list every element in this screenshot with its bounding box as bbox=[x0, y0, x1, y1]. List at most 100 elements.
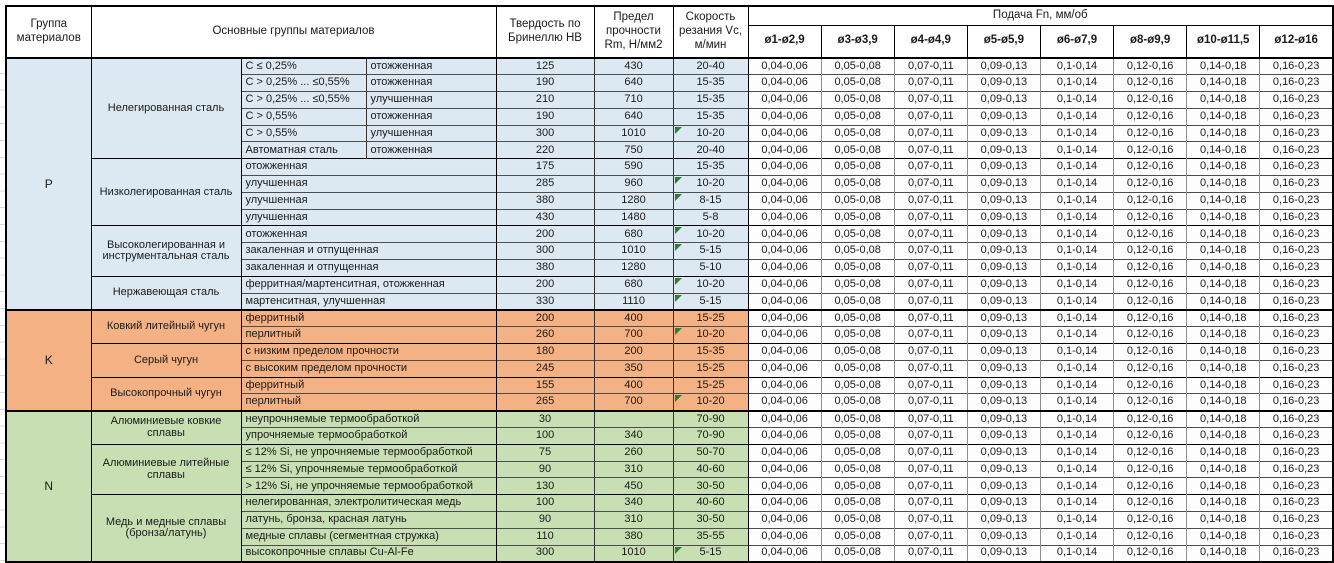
state-cell: отожженная bbox=[366, 141, 497, 159]
cell-flag-icon bbox=[674, 546, 682, 554]
feed-cell: 0,04-0,06 bbox=[748, 74, 822, 92]
feed-cell: 0,1-0,14 bbox=[1039, 175, 1114, 193]
feed-cell: 0,05-0,08 bbox=[820, 292, 895, 310]
feed-cell: 0,12-0,16 bbox=[1113, 242, 1187, 260]
feed-cell: 0,1-0,14 bbox=[1039, 443, 1114, 462]
table-row: Нержавеющая сталь ферритная/мартенситная,… bbox=[6, 275, 1333, 310]
feed-cell: 0,07-0,11 bbox=[893, 275, 968, 294]
feed-cell: 0,12-0,16 bbox=[1113, 511, 1187, 529]
feed-cell: 0,1-0,14 bbox=[1039, 107, 1114, 126]
cutting-speed-cell: 30-50 bbox=[673, 477, 749, 495]
cutting-speed-cell: 5-15 bbox=[673, 292, 749, 310]
feed-cell: 0,12-0,16 bbox=[1113, 359, 1187, 378]
table-row: Низколегированная сталь отожженная 175 590 1… bbox=[6, 158, 1333, 226]
feed-cell: 0,04-0,06 bbox=[748, 242, 822, 260]
feed-cell: 0,12-0,16 bbox=[1113, 477, 1187, 495]
table-row: перлитный 260 700 10-20 0,04-0,06 0,05-0,08 0,… bbox=[6, 326, 1333, 344]
feed-cell: 0,1-0,14 bbox=[1039, 191, 1114, 210]
feed-cell: 0,1-0,14 bbox=[1039, 393, 1114, 411]
hardness-cell: 180 bbox=[496, 343, 595, 361]
feed-cell: 0,04-0,06 bbox=[748, 443, 822, 462]
strength-cell: 400 bbox=[594, 376, 674, 394]
header-feed-d4: ø5-ø5,9 bbox=[966, 24, 1041, 59]
table-row: медные сплавы (сегментная стружка) 110 380… bbox=[6, 527, 1333, 546]
cutting-speed-cell: 70-90 bbox=[673, 427, 749, 445]
header-feed-title: Подача Fn, мм/об bbox=[747, 5, 1334, 26]
hardness-cell: 300 bbox=[496, 242, 595, 260]
cutting-speed-cell: 15-25 bbox=[673, 308, 749, 327]
header-feed-d2: ø3-ø3,9 bbox=[820, 24, 895, 59]
cutting-speed-cell: 30-50 bbox=[673, 511, 749, 529]
table-row: Высокопрочный чугун ферритный 155 400 15-25 0… bbox=[6, 376, 1333, 411]
hardness-cell: 260 bbox=[496, 326, 595, 344]
feed-cell: 0,16-0,23 bbox=[1259, 343, 1333, 361]
group-letter-cell: K bbox=[6, 308, 92, 411]
table-row: с высоким пределом прочности 245 350 15-25 0… bbox=[6, 359, 1333, 378]
hardness-cell: 100 bbox=[496, 427, 595, 445]
feed-cell: 0,09-0,13 bbox=[966, 409, 1041, 428]
feed-cell: 0,1-0,14 bbox=[1039, 141, 1114, 159]
feed-cell: 0,04-0,06 bbox=[748, 259, 822, 277]
feed-cell: 0,12-0,16 bbox=[1113, 393, 1187, 411]
feed-cell: 0,14-0,18 bbox=[1186, 141, 1260, 159]
feed-cell: 0,05-0,08 bbox=[820, 393, 895, 411]
hardness-cell: 90 bbox=[496, 460, 595, 478]
strength-cell: 1010 bbox=[594, 544, 674, 562]
feed-cell: 0,14-0,18 bbox=[1186, 91, 1260, 109]
cutting-speed-cell: 15-25 bbox=[673, 359, 749, 378]
table-row: Автоматная сталь отожженная 220 750 20-40 0,0… bbox=[6, 141, 1333, 159]
feed-cell: 0,07-0,11 bbox=[893, 477, 968, 495]
feed-cell: 0,09-0,13 bbox=[966, 107, 1041, 126]
feed-cell: 0,16-0,23 bbox=[1259, 308, 1333, 327]
table-row: латунь, бронза, красная латунь 90 310 30-50… bbox=[6, 511, 1333, 529]
feed-cell: 0,16-0,23 bbox=[1259, 275, 1333, 294]
table-row: N Алюминиевые ковкие сплавы неупрочняемые … bbox=[6, 409, 1333, 562]
feed-cell: 0,04-0,06 bbox=[748, 175, 822, 193]
feed-cell: 0,1-0,14 bbox=[1039, 259, 1114, 277]
feed-cell: 0,07-0,11 bbox=[893, 208, 968, 226]
hardness-cell: 200 bbox=[496, 308, 595, 327]
table-row: K Ковкий литейный чугун ферритный 200 400 15-… bbox=[6, 308, 1333, 411]
feed-cell: 0,16-0,23 bbox=[1259, 359, 1333, 378]
feed-cell: 0,04-0,06 bbox=[748, 158, 822, 176]
cutting-data-table: Группа материалов Основные группы матери… bbox=[5, 5, 1334, 563]
feed-cell: 0,04-0,06 bbox=[748, 409, 822, 428]
hardness-cell: 300 bbox=[496, 544, 595, 562]
condition-cell: латунь, бронза, красная латунь bbox=[241, 511, 497, 529]
feed-cell: 0,07-0,11 bbox=[893, 107, 968, 126]
feed-cell: 0,05-0,08 bbox=[820, 158, 895, 176]
strength-cell: 340 bbox=[594, 494, 674, 512]
hardness-cell: 130 bbox=[496, 477, 595, 495]
feed-cell: 0,12-0,16 bbox=[1113, 124, 1187, 142]
feed-cell: 0,07-0,11 bbox=[893, 359, 968, 378]
condition-cell: C ≤ 0,25% bbox=[241, 57, 367, 75]
feed-cell: 0,07-0,11 bbox=[893, 158, 968, 176]
header-strength: Предел прочности Rm, Н/мм2 bbox=[593, 5, 674, 59]
feed-cell: 0,12-0,16 bbox=[1113, 460, 1187, 478]
feed-cell: 0,12-0,16 bbox=[1113, 275, 1187, 294]
feed-cell: 0,05-0,08 bbox=[820, 308, 895, 327]
subgroup-name-cell: Серый чугун bbox=[91, 343, 242, 378]
feed-cell: 0,07-0,11 bbox=[893, 292, 968, 310]
feed-cell: 0,05-0,08 bbox=[820, 107, 895, 126]
feed-cell: 0,16-0,23 bbox=[1259, 158, 1333, 176]
feed-cell: 0,16-0,23 bbox=[1259, 393, 1333, 411]
feed-cell: 0,1-0,14 bbox=[1039, 242, 1114, 260]
feed-cell: 0,12-0,16 bbox=[1113, 191, 1187, 210]
condition-cell: улучшенная bbox=[241, 175, 497, 193]
feed-cell: 0,04-0,06 bbox=[748, 343, 822, 361]
feed-cell: 0,07-0,11 bbox=[893, 376, 968, 394]
feed-cell: 0,14-0,18 bbox=[1186, 376, 1260, 394]
feed-cell: 0,09-0,13 bbox=[966, 443, 1041, 462]
cutting-speed-cell: 20-40 bbox=[673, 141, 749, 159]
condition-cell: C > 0,55% bbox=[241, 124, 367, 142]
feed-cell: 0,16-0,23 bbox=[1259, 460, 1333, 478]
feed-cell: 0,14-0,18 bbox=[1186, 259, 1260, 277]
strength-cell: 680 bbox=[594, 275, 674, 294]
cell-flag-icon bbox=[674, 177, 682, 185]
header-material-group: Группа материалов bbox=[5, 5, 92, 59]
table-row: C > 0,55% отожженная 190 640 15-35 0,04-0,06 0… bbox=[6, 107, 1333, 126]
feed-cell: 0,16-0,23 bbox=[1259, 527, 1333, 546]
feed-cell: 0,05-0,08 bbox=[820, 527, 895, 546]
feed-cell: 0,16-0,23 bbox=[1259, 511, 1333, 529]
